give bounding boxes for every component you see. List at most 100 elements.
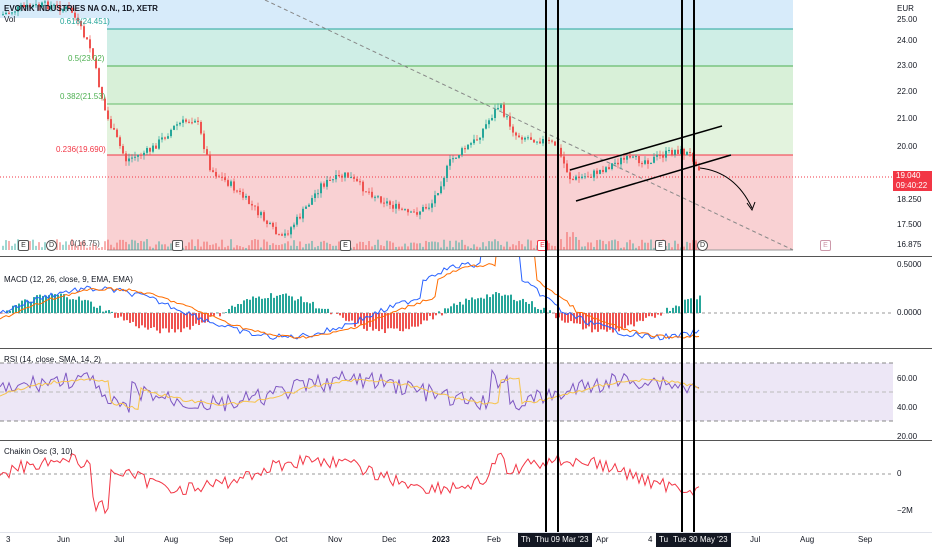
- macd-axis[interactable]: 0.5000 0.0000: [893, 257, 932, 347]
- macd-hist-bar: [513, 300, 515, 313]
- macd-hist-bar: [129, 313, 131, 323]
- candle-body: [278, 234, 280, 235]
- candle-body: [593, 171, 595, 178]
- candle-body: [386, 201, 388, 203]
- candle-body: [221, 177, 223, 178]
- candle-body: [515, 133, 517, 136]
- volume-bar: [608, 241, 610, 250]
- volume-bar: [623, 247, 625, 250]
- volume-bar: [305, 244, 307, 250]
- macd-hist-bar: [399, 313, 401, 331]
- macd-hist-bar: [309, 303, 311, 313]
- volume-bar: [317, 246, 319, 250]
- volume-bar: [461, 240, 463, 250]
- candle-body: [119, 137, 121, 146]
- candle-body: [179, 123, 181, 124]
- macd-hist-bar: [627, 313, 629, 325]
- macd-hist-bar: [144, 313, 146, 328]
- chaikin-pane[interactable]: Chaikin Osc (3, 10): [0, 441, 893, 532]
- candle-body: [167, 136, 169, 138]
- macd-hist-bar: [687, 299, 689, 313]
- macd-hist-bar: [234, 307, 236, 313]
- macd-hist-bar: [549, 310, 551, 313]
- candle-body: [287, 233, 289, 234]
- price-axis[interactable]: EUR 25.00 24.00 23.00 22.00 21.00 20.00 …: [893, 0, 932, 255]
- fib-label-0382: 0.382(21.53): [60, 92, 105, 101]
- macd-hist-bar: [291, 296, 293, 313]
- earnings-badge[interactable]: E: [655, 240, 666, 251]
- earnings-badge[interactable]: E: [820, 240, 831, 251]
- candle-body: [389, 201, 391, 205]
- earnings-badge[interactable]: E: [172, 240, 183, 251]
- volume-bar: [554, 246, 556, 250]
- fib-label-0: 0(16.75): [70, 239, 100, 248]
- macd-hist-bar: [51, 294, 53, 313]
- volume-bar: [251, 240, 253, 250]
- dividend-badge[interactable]: D: [697, 240, 708, 251]
- volume-bar: [509, 247, 511, 250]
- vertical-marker-line[interactable]: [545, 0, 547, 532]
- vertical-marker-line[interactable]: [557, 0, 559, 532]
- macd-hist-bar: [306, 302, 308, 313]
- volume-bar: [161, 244, 163, 250]
- volume-bar: [122, 240, 124, 250]
- time-axis[interactable]: [0, 532, 932, 551]
- macd-hist-bar: [330, 313, 332, 314]
- candle-body: [272, 223, 274, 227]
- rsi-pane[interactable]: RSI (14, close, SMA, 14, 2): [0, 349, 893, 439]
- macd-hist-bar: [684, 300, 686, 313]
- volume-bar: [284, 243, 286, 250]
- fib-zone-top: [107, 0, 793, 29]
- volume-bar: [452, 247, 454, 250]
- volume-bar: [104, 241, 106, 250]
- macd-pane[interactable]: MACD (12, 26, close, 9, EMA, EMA): [0, 257, 893, 347]
- volume-bar: [206, 242, 208, 250]
- volume-bar: [332, 246, 334, 250]
- candle-body: [335, 175, 337, 179]
- volume-bar: [401, 247, 403, 250]
- macd-hist-bar: [123, 313, 125, 320]
- volume-bar: [677, 244, 679, 250]
- earnings-badge[interactable]: E: [18, 240, 29, 251]
- volume-bar: [230, 239, 232, 250]
- macd-hist-bar: [378, 313, 380, 331]
- vertical-marker-line[interactable]: [681, 0, 683, 532]
- macd-hist-bar: [261, 299, 263, 313]
- volume-bar: [389, 241, 391, 250]
- rsi-axis[interactable]: 60.00 40.00 20.00: [893, 349, 932, 439]
- macd-hist-bar: [417, 313, 419, 327]
- macd-hist-bar: [501, 296, 503, 313]
- volume-bar: [32, 240, 34, 250]
- macd-hist-bar: [639, 313, 641, 321]
- candle-body: [425, 207, 427, 209]
- volume-bar: [110, 245, 112, 250]
- vertical-marker-line[interactable]: [693, 0, 695, 532]
- macd-hist-bar: [408, 313, 410, 329]
- price-pane[interactable]: EVONIK INDUSTRIES NA O.N., 1D, XETR Vol …: [0, 0, 893, 255]
- volume-bar: [521, 244, 523, 250]
- candle-body: [539, 142, 541, 144]
- macd-hist-bar: [672, 308, 674, 313]
- macd-hist-bar: [93, 307, 95, 313]
- price-chart[interactable]: [0, 0, 893, 255]
- earnings-badge[interactable]: E: [340, 240, 351, 251]
- macd-hist-bar: [522, 299, 524, 313]
- candle-body: [581, 177, 583, 179]
- macd-hist-bar: [228, 309, 230, 313]
- candle-body: [500, 105, 502, 108]
- dividend-badge[interactable]: D: [46, 240, 57, 251]
- macd-hist-bar: [393, 313, 395, 329]
- macd-hist-bar: [66, 297, 68, 313]
- chaikin-axis[interactable]: 0 −2M: [893, 441, 932, 532]
- candle-body: [329, 180, 331, 181]
- macd-hist-bar: [423, 313, 425, 320]
- candle-body: [197, 121, 199, 122]
- macd-title: MACD (12, 26, close, 9, EMA, EMA): [4, 275, 133, 284]
- candle-body: [371, 192, 373, 198]
- macd-hist-bar: [450, 306, 452, 313]
- volume-bar: [635, 248, 637, 250]
- volume-bar: [248, 245, 250, 250]
- volume-bar: [425, 241, 427, 250]
- candle-body: [215, 172, 217, 176]
- volume-bar: [416, 243, 418, 250]
